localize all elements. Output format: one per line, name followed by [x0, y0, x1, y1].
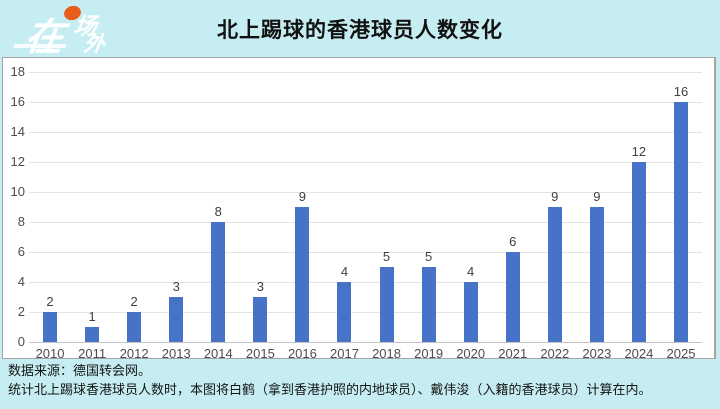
y-tick-label: 8: [17, 214, 25, 229]
bar: [127, 312, 142, 342]
y-tick-label: 0: [17, 334, 25, 349]
bar: [253, 297, 268, 342]
bar: [631, 162, 646, 342]
bar-value-label: 4: [340, 264, 349, 279]
x-tick-label: 2020: [456, 346, 486, 361]
bar-value-label: 2: [130, 294, 138, 309]
x-tick-label: 2017: [330, 346, 359, 361]
x-tick-label: 2012: [119, 346, 149, 361]
y-tick-label: 12: [10, 154, 25, 169]
gridline: [29, 342, 702, 343]
bar-value-label: 9: [593, 189, 601, 204]
bar-value-label: 1: [88, 309, 96, 324]
bar-value-label: 3: [172, 279, 180, 294]
bar-value-label: 8: [214, 204, 222, 219]
bar-value-label: 12: [631, 144, 647, 159]
x-tick-label: 2010: [35, 346, 65, 361]
y-tick-label: 18: [10, 64, 25, 79]
x-tick-label: 2016: [287, 346, 317, 361]
gridline: [29, 252, 702, 253]
logo-tagline: [13, 44, 67, 48]
bar-value-label: 5: [424, 249, 433, 264]
x-tick-label: 2023: [582, 346, 612, 361]
x-tick-label: 2024: [624, 346, 654, 361]
x-tick-label: 2011: [78, 346, 107, 361]
gridline: [29, 102, 702, 103]
x-axis: 2010 2011 2012 2013 2014 2015 2016 2017 2018 2019…: [29, 346, 702, 362]
x-tick-label: 2013: [161, 346, 191, 361]
bar-value-label: 3: [256, 279, 264, 294]
x-tick-label: 2021: [498, 346, 528, 361]
x-tick-label: 2018: [372, 346, 401, 361]
bar-value-label: 9: [551, 189, 559, 204]
x-tick-label: 2015: [245, 346, 275, 361]
method-note: 统计北上踢球香港球员人数时，本图将白鹤（拿到香港护照的内地球员）、戴伟浚（入籍的…: [8, 382, 652, 397]
chart-title: 北上踢球的香港球员人数变化: [217, 19, 503, 42]
bar: [379, 267, 394, 342]
gridline: [29, 132, 702, 133]
gridline: [29, 312, 702, 313]
bar: [505, 252, 520, 342]
gridline: [29, 192, 702, 193]
y-tick-label: 16: [10, 94, 25, 109]
x-tick-label: 2022: [540, 346, 570, 361]
bar: [673, 102, 688, 342]
bar-value-label: 6: [509, 234, 517, 249]
y-tick-label: 4: [17, 274, 25, 289]
bar: [337, 282, 352, 342]
plot-area: 2 1 2 3 8 3 9 4 5 5 4 6 9 9 12 16: [29, 72, 702, 343]
bar: [421, 267, 436, 342]
bar: [43, 312, 58, 342]
bar: [589, 207, 604, 342]
x-tick-label: 2014: [203, 346, 233, 361]
bar-value-label: 4: [467, 264, 475, 279]
gridline: [29, 72, 702, 73]
gridline: [29, 162, 702, 163]
bar: [169, 297, 184, 342]
x-tick-label: 2025: [666, 346, 696, 361]
header: 在 场 外 北上踢球的香港球员人数变化: [0, 0, 720, 59]
bar: [463, 282, 478, 342]
bar: [295, 207, 310, 342]
bar-value-label: 5: [382, 249, 391, 264]
gridline: [29, 282, 702, 283]
bar: [211, 222, 226, 342]
footer: 数据来源：德国转会网。 统计北上踢球香港球员人数时，本图将白鹤（拿到香港护照的内…: [8, 361, 716, 399]
y-axis: 0 2 4 6 8 10 12 14 16 18: [3, 65, 25, 349]
source-note: 数据来源：德国转会网。: [8, 363, 152, 378]
bar: [547, 207, 562, 342]
bar-value-label: 16: [673, 84, 689, 99]
y-tick-label: 14: [10, 124, 25, 139]
bar-value-label: 2: [46, 294, 54, 309]
bar-value-label: 9: [298, 189, 307, 204]
y-tick-label: 6: [17, 244, 25, 259]
x-tick-label: 2019: [414, 346, 444, 361]
y-tick-label: 2: [17, 304, 25, 319]
bar: [85, 327, 100, 342]
y-tick-label: 10: [10, 184, 25, 199]
chart-panel: 0 2 4 6 8 10 12 14 16 18 2 1 2 3 8 3 9 4 5 5 4 6 9 9 12 16 2010 2…: [2, 57, 716, 362]
gridline: [29, 222, 702, 223]
